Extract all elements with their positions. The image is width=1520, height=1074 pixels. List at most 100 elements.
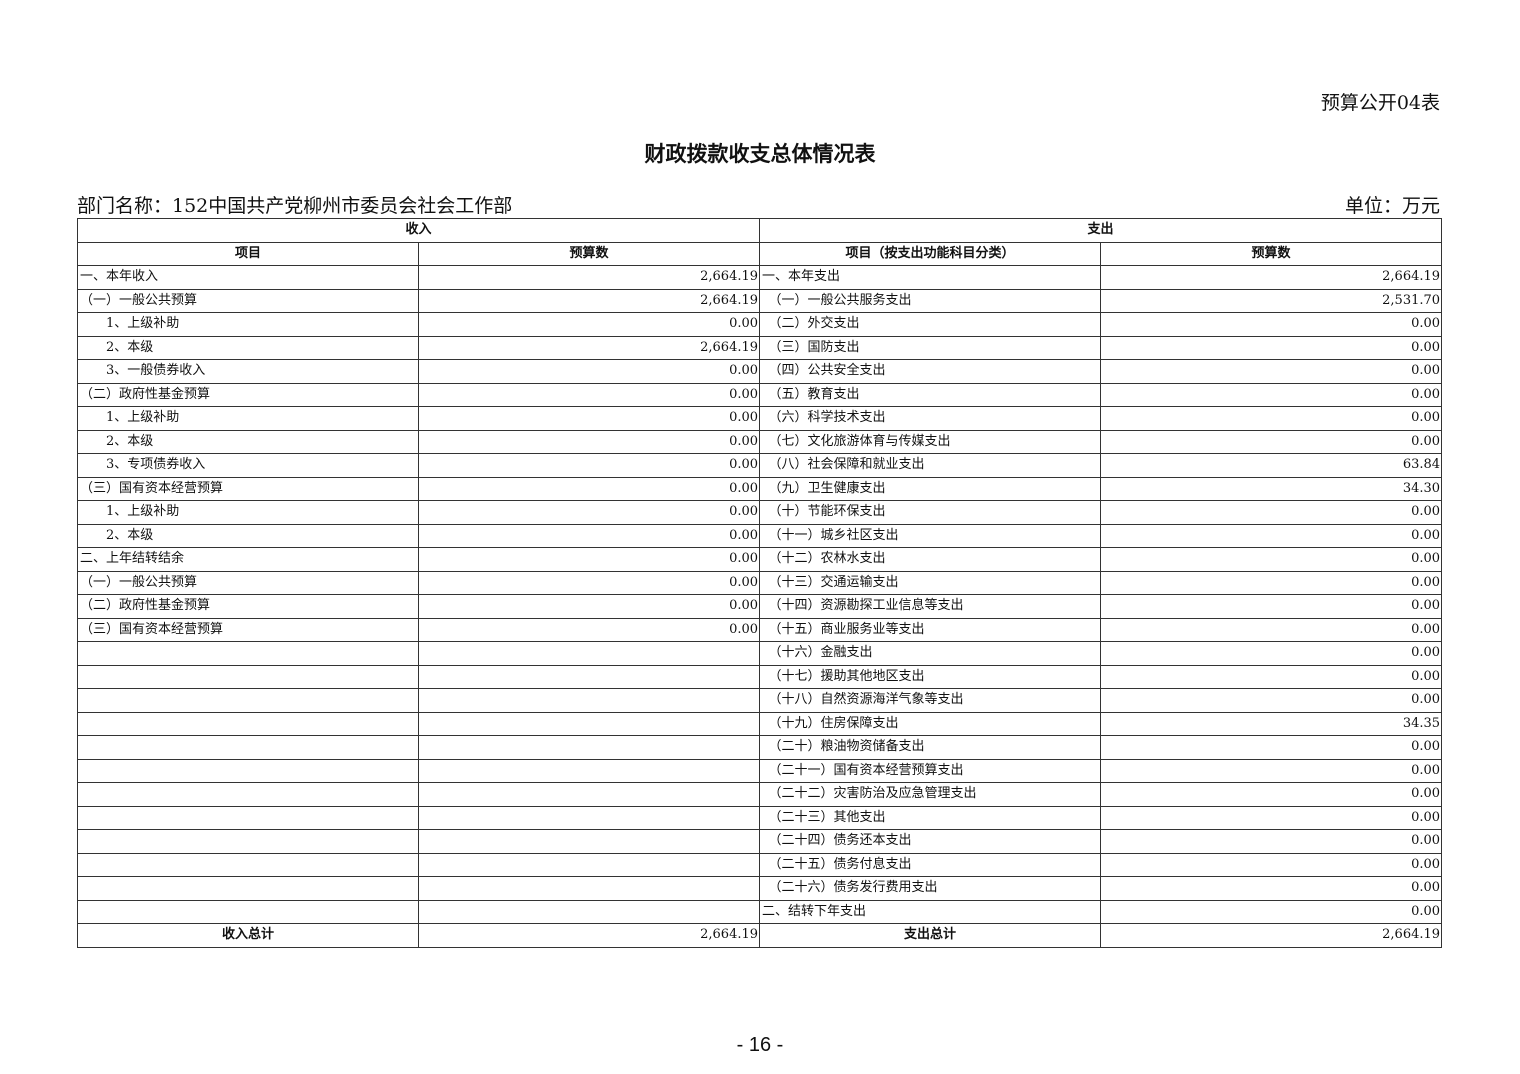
table-row: 2、本级 0.00 （七）文化旅游体育与传媒支出 0.00 [77, 429, 1443, 454]
header-row-group: 收入 支出 [76, 218, 1443, 243]
income-budget-cell [417, 735, 761, 760]
expense-header: 支出 [759, 218, 1443, 243]
income-budget-cell: 2,664.19 [417, 335, 761, 360]
income-item-cell: 3、一般债券收入 [77, 359, 419, 384]
table-row: （三）国有资本经营预算 0.00 （九）卫生健康支出 34.30 [77, 476, 1443, 501]
table-row: （一）一般公共预算 2,664.19 （一）一般公共服务支出 2,531.70 [77, 288, 1443, 313]
expense-budget-cell: 0.00 [1100, 500, 1443, 525]
table-row: 一、本年收入 2,664.19 一、本年支出 2,664.19 [77, 265, 1443, 290]
table-row: （二十四）债务还本支出 0.00 [77, 829, 1443, 854]
income-item-cell [77, 782, 419, 807]
income-budget-cell: 0.00 [417, 500, 761, 525]
table-row: 二、结转下年支出 0.00 [77, 899, 1443, 924]
income-item-cell: （一）一般公共预算 [77, 288, 419, 313]
income-item-cell [77, 688, 419, 713]
income-budget-cell [417, 711, 761, 736]
expense-budget-cell: 0.00 [1100, 829, 1443, 854]
income-budget-cell [417, 829, 761, 854]
expense-budget-cell: 0.00 [1100, 312, 1443, 337]
income-item-header: 项目 [77, 241, 419, 266]
income-budget-cell: 0.00 [417, 429, 761, 454]
income-item-cell [77, 664, 419, 689]
table-row: 1、上级补助 0.00 （六）科学技术支出 0.00 [77, 406, 1443, 431]
income-budget-cell: 2,664.19 [417, 265, 761, 290]
expense-budget-cell: 0.00 [1100, 594, 1443, 619]
income-item-cell: 3、专项债券收入 [77, 453, 419, 478]
income-budget-cell [417, 758, 761, 783]
expense-budget-cell: 0.00 [1100, 782, 1443, 807]
expense-budget-cell: 0.00 [1100, 523, 1443, 548]
table-row: （二）政府性基金预算 0.00 （五）教育支出 0.00 [77, 382, 1443, 407]
expense-budget-cell: 0.00 [1100, 758, 1443, 783]
department-name: 部门名称：152中国共产党柳州市委员会社会工作部 [77, 195, 513, 217]
table-row: （二十一）国有资本经营预算支出 0.00 [77, 758, 1443, 783]
expense-budget-cell: 34.35 [1100, 711, 1443, 736]
income-item-cell [77, 852, 419, 877]
income-item-cell: 一、本年收入 [77, 265, 419, 290]
income-budget-cell [417, 876, 761, 901]
income-budget-cell [417, 688, 761, 713]
table-row: 3、专项债券收入 0.00 （八）社会保障和就业支出 63.84 [77, 453, 1443, 478]
income-total-label: 收入总计 [77, 923, 419, 948]
table-row: （二十）粮油物资储备支出 0.00 [77, 735, 1443, 760]
expense-item-cell: （十一）城乡社区支出 [759, 523, 1102, 548]
table-row: （二）政府性基金预算 0.00 （十四）资源勘探工业信息等支出 0.00 [77, 594, 1443, 619]
income-item-cell: （二）政府性基金预算 [77, 382, 419, 407]
income-budget-cell: 0.00 [417, 570, 761, 595]
expense-budget-cell: 0.00 [1100, 406, 1443, 431]
income-item-cell [77, 758, 419, 783]
income-item-cell: 2、本级 [77, 335, 419, 360]
expense-item-cell: （十四）资源勘探工业信息等支出 [759, 594, 1102, 619]
table-row: （十八）自然资源海洋气象等支出 0.00 [77, 688, 1443, 713]
expense-item-cell: （十）节能环保支出 [759, 500, 1102, 525]
table-row: （二十二）灾害防治及应急管理支出 0.00 [77, 782, 1443, 807]
income-budget-cell: 0.00 [417, 453, 761, 478]
table-row: 1、上级补助 0.00 （二）外交支出 0.00 [77, 312, 1443, 337]
income-item-cell: 2、本级 [77, 523, 419, 548]
expense-item-cell: （十三）交通运输支出 [759, 570, 1102, 595]
expense-item-cell: （九）卫生健康支出 [759, 476, 1102, 501]
income-budget-cell [417, 641, 761, 666]
table-row: （十六）金融支出 0.00 [77, 641, 1443, 666]
table-row: （二十五）债务付息支出 0.00 [77, 852, 1443, 877]
expense-budget-cell: 34.30 [1100, 476, 1443, 501]
expense-item-cell: （二十一）国有资本经营预算支出 [759, 758, 1102, 783]
table-row: （一）一般公共预算 0.00 （十三）交通运输支出 0.00 [77, 570, 1443, 595]
income-item-cell: （三）国有资本经营预算 [77, 476, 419, 501]
budget-table: 收入 支出 项目 预算数 项目（按支出功能科目分类） 预算数 一、本年收入 2,6… [76, 218, 1443, 948]
table-row: （十九）住房保障支出 34.35 [77, 711, 1443, 736]
expense-budget-cell: 0.00 [1100, 735, 1443, 760]
expense-budget-cell: 0.00 [1100, 899, 1443, 924]
expense-budget-cell: 0.00 [1100, 852, 1443, 877]
income-budget-header: 预算数 [417, 241, 761, 266]
income-item-cell: 1、上级补助 [77, 500, 419, 525]
income-item-cell [77, 641, 419, 666]
expense-budget-cell: 0.00 [1100, 429, 1443, 454]
unit-label: 单位：万元 [1344, 195, 1440, 217]
income-item-cell [77, 735, 419, 760]
expense-item-cell: 二、结转下年支出 [759, 899, 1102, 924]
income-item-cell [77, 805, 419, 830]
income-budget-cell: 0.00 [417, 359, 761, 384]
expense-item-cell: （二十四）债务还本支出 [759, 829, 1102, 854]
table-row: 2、本级 0.00 （十一）城乡社区支出 0.00 [77, 523, 1443, 548]
income-item-cell [77, 899, 419, 924]
page-title: 财政拨款收支总体情况表 [644, 141, 876, 166]
income-budget-cell: 0.00 [417, 476, 761, 501]
income-total-value: 2,664.19 [417, 923, 761, 948]
table-row: 3、一般债券收入 0.00 （四）公共安全支出 0.00 [77, 359, 1443, 384]
expense-budget-cell: 63.84 [1100, 453, 1443, 478]
expense-budget-cell: 0.00 [1100, 547, 1443, 572]
income-budget-cell: 0.00 [417, 547, 761, 572]
income-item-cell: （一）一般公共预算 [77, 570, 419, 595]
income-budget-cell: 0.00 [417, 406, 761, 431]
income-item-cell: 1、上级补助 [77, 406, 419, 431]
income-item-cell: 1、上级补助 [77, 312, 419, 337]
expense-item-header: 项目（按支出功能科目分类） [759, 241, 1102, 266]
table-row: 2、本级 2,664.19 （三）国防支出 0.00 [77, 335, 1443, 360]
expense-item-cell: （二）外交支出 [759, 312, 1102, 337]
page-number: - 16 - [736, 1034, 784, 1056]
table-row: （十七）援助其他地区支出 0.00 [77, 664, 1443, 689]
expense-budget-cell: 0.00 [1100, 359, 1443, 384]
expense-budget-cell: 0.00 [1100, 617, 1443, 642]
